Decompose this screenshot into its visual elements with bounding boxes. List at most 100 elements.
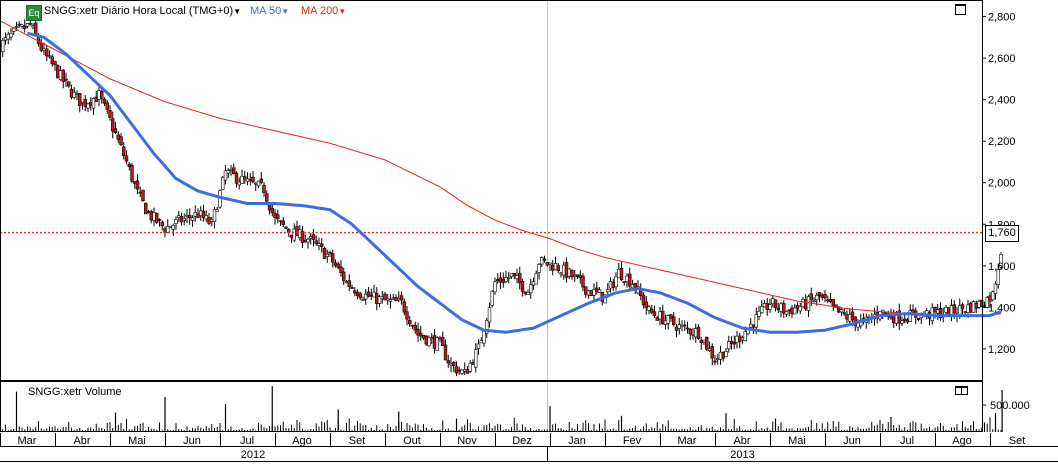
candle-body bbox=[952, 304, 956, 314]
candle-body bbox=[152, 212, 156, 221]
candle-body bbox=[553, 263, 558, 271]
candle-body bbox=[487, 307, 492, 323]
ma200-legend[interactable]: MA 200▼ bbox=[301, 5, 346, 18]
candle-body bbox=[3, 37, 8, 41]
candle-body bbox=[501, 278, 505, 283]
candle-body bbox=[31, 25, 35, 28]
candle-body bbox=[421, 334, 426, 339]
candle-body bbox=[718, 351, 723, 360]
candle-body bbox=[127, 163, 131, 167]
candle-body bbox=[353, 290, 357, 294]
candle-body bbox=[586, 290, 591, 296]
candle-body bbox=[226, 170, 230, 174]
candle-body bbox=[760, 306, 764, 314]
candle-body bbox=[199, 210, 203, 216]
candle-body bbox=[141, 189, 145, 202]
candle-body bbox=[611, 282, 615, 288]
candle-body bbox=[463, 369, 467, 372]
candle-body bbox=[647, 306, 651, 311]
candle-body bbox=[42, 48, 46, 51]
candle-body bbox=[212, 208, 217, 222]
candle-body bbox=[694, 328, 698, 338]
candle-body bbox=[474, 349, 478, 368]
candle-body bbox=[559, 272, 563, 275]
ma200-line bbox=[0, 20, 1002, 317]
candle-body bbox=[845, 314, 849, 320]
candle-body bbox=[265, 193, 269, 202]
candle-body bbox=[713, 360, 717, 363]
candle-body bbox=[691, 334, 695, 336]
candle-body bbox=[454, 366, 459, 374]
candle-body bbox=[905, 319, 910, 323]
candle-body bbox=[622, 281, 626, 283]
candle-body bbox=[215, 209, 219, 212]
candle-body bbox=[322, 247, 327, 259]
candle-body bbox=[276, 214, 280, 220]
time-axis-month-label: Abr bbox=[73, 435, 90, 447]
candle-body bbox=[661, 310, 665, 325]
candle-body bbox=[259, 178, 263, 183]
candle-body bbox=[515, 275, 519, 279]
candle-body bbox=[644, 301, 648, 308]
candle-body bbox=[751, 324, 756, 328]
candle-body bbox=[716, 358, 720, 360]
candle-body bbox=[386, 298, 390, 301]
candle-body bbox=[177, 215, 181, 218]
candle-body bbox=[606, 289, 610, 293]
candle-body bbox=[567, 268, 571, 277]
candle-body bbox=[485, 320, 489, 334]
candle-body bbox=[982, 305, 987, 308]
candle-body bbox=[28, 23, 32, 25]
candle-body bbox=[823, 293, 827, 299]
candle-body bbox=[848, 314, 852, 322]
candle-body bbox=[89, 101, 93, 106]
candle-body bbox=[144, 202, 148, 215]
candle-body bbox=[771, 298, 775, 305]
candle-body bbox=[628, 273, 632, 287]
candle-body bbox=[342, 271, 346, 281]
price-axis-tick-label: 2,800 bbox=[988, 12, 1016, 24]
candle-body bbox=[974, 302, 978, 309]
time-axis-month-label: Set bbox=[349, 435, 366, 447]
candle-body bbox=[699, 339, 703, 344]
candle-body bbox=[801, 299, 805, 308]
candle-body bbox=[339, 266, 343, 273]
candle-body bbox=[47, 55, 52, 58]
candle-body bbox=[314, 240, 318, 244]
candle-body bbox=[50, 56, 54, 65]
candle-body bbox=[441, 337, 445, 347]
last-price-label: 1,760 bbox=[985, 224, 1019, 242]
candle-body bbox=[364, 294, 368, 300]
candle-body bbox=[784, 311, 789, 315]
candle-body bbox=[405, 311, 409, 320]
candle-body bbox=[149, 211, 153, 221]
candle-body bbox=[482, 331, 486, 344]
ma50-legend[interactable]: MA 50▼ bbox=[250, 5, 289, 18]
volume-legend: SNGG:xetr Volume bbox=[28, 386, 122, 398]
candle-body bbox=[9, 32, 13, 38]
candle-body bbox=[680, 324, 684, 327]
candle-body bbox=[936, 309, 940, 314]
candle-body bbox=[452, 362, 456, 366]
candle-body bbox=[193, 212, 197, 217]
maximize-price-panel-icon[interactable] bbox=[955, 4, 966, 15]
candle-body bbox=[570, 270, 574, 278]
candle-body bbox=[333, 262, 338, 266]
candle-body bbox=[911, 309, 915, 313]
symbol-selector[interactable]: SNGG:xetr Diário Hora Local (TMG+0)▼ bbox=[44, 5, 241, 18]
time-axis-month-label: Set bbox=[1009, 435, 1026, 447]
candle-body bbox=[410, 324, 415, 327]
candle-body bbox=[303, 240, 307, 242]
candle-body bbox=[20, 24, 24, 27]
candle-body bbox=[190, 217, 195, 221]
candle-body bbox=[562, 264, 566, 276]
time-axis-year-label: 2012 bbox=[241, 449, 265, 461]
candle-body bbox=[394, 297, 398, 302]
candle-body bbox=[790, 307, 794, 315]
candle-body bbox=[496, 279, 500, 282]
candle-body bbox=[548, 262, 552, 265]
candle-body bbox=[993, 283, 998, 294]
time-axis-month-label: Jul bbox=[240, 435, 254, 447]
maximize-volume-panel-icon[interactable] bbox=[955, 386, 968, 395]
candle-body bbox=[86, 103, 90, 109]
